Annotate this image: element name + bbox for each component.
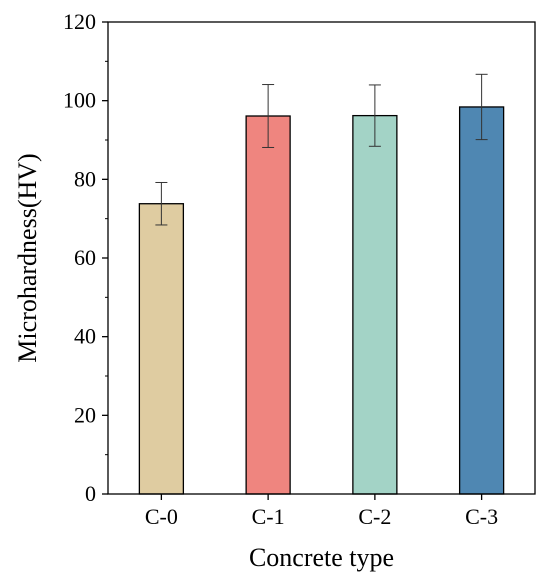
error-bars-layer	[155, 73, 488, 226]
bars-layer	[138, 106, 505, 495]
y-axis: 0 20 40 60 80 100 120	[63, 9, 108, 506]
error-bar-c-2	[368, 84, 381, 147]
bar-c-2	[352, 114, 398, 495]
x-tick-label: C-2	[358, 504, 391, 529]
bar-c-3	[458, 106, 505, 495]
error-bar-c-0	[155, 181, 168, 226]
y-tick-label: 120	[63, 9, 96, 34]
x-tick-label: C-1	[252, 504, 285, 529]
y-tick-label: 0	[85, 481, 96, 506]
y-tick-label: 60	[74, 245, 96, 270]
x-tick-label: C-0	[145, 504, 178, 529]
x-axis: C-0 C-1 C-2 C-3	[145, 494, 498, 529]
error-bar-c-3	[475, 73, 488, 141]
error-bar-c-1	[262, 84, 275, 148]
y-axis-title: Microhardness(HV)	[13, 153, 42, 362]
x-tick-label: C-3	[465, 504, 498, 529]
y-tick-label: 80	[74, 166, 96, 191]
bar-c-0	[138, 203, 185, 495]
x-axis-title: Concrete type	[249, 543, 394, 572]
y-tick-label: 40	[74, 324, 96, 349]
y-tick-label: 20	[74, 402, 96, 427]
bar-c-1	[245, 115, 291, 495]
y-tick-label: 100	[63, 88, 96, 113]
